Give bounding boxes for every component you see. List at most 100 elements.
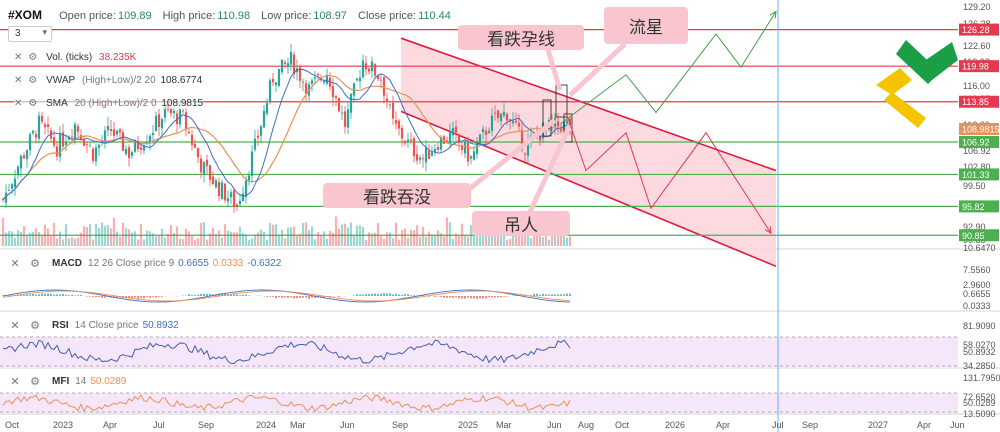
macd-histogram-bar — [497, 296, 499, 298]
mfi-legend[interactable]: ✕ ⚙ MFI 14 50.0289 — [8, 375, 131, 388]
macd-histogram-bar — [380, 293, 382, 296]
macd-histogram-bar — [227, 294, 229, 296]
macd-histogram-bar — [236, 294, 238, 296]
bearish-projection-path — [565, 112, 772, 234]
volume-bar — [73, 238, 77, 246]
macd-histogram-bar — [383, 293, 385, 296]
candle-body — [520, 129, 524, 151]
candle-body — [397, 120, 401, 129]
volume-bar — [94, 223, 98, 246]
price-tag-label: 106.92 — [962, 137, 990, 147]
macd-histogram-bar — [158, 296, 160, 297]
macd-legend[interactable]: ✕ ⚙ MACD 12 26 Close price 9 0.6655 0.033… — [8, 257, 285, 270]
volume-bar — [460, 223, 464, 246]
gear-icon[interactable]: ⚙ — [28, 52, 38, 63]
candle-body — [244, 180, 248, 197]
volume-bar — [130, 232, 134, 246]
volume-bar — [7, 231, 11, 246]
time-axis-label: 2024 — [256, 420, 276, 430]
time-axis-label: Apr — [103, 420, 117, 430]
candle-body — [262, 110, 266, 128]
macd-histogram-bar — [65, 294, 67, 296]
macd-axis-label: 7.5560 — [963, 265, 991, 275]
timeframe-select[interactable]: 3 ▾ — [8, 26, 52, 42]
time-axis-label: Jul — [772, 420, 784, 430]
mfi-axis-label: 13.5090 — [963, 409, 996, 419]
price-tag — [959, 23, 999, 36]
volume-bar — [220, 237, 224, 246]
volume-bar — [223, 224, 227, 246]
volume-bar — [145, 230, 149, 246]
time-axis-label: 2025 — [458, 420, 478, 430]
volume-bar — [34, 228, 38, 246]
rsi-axis-label: 81.9090 — [963, 321, 996, 331]
candle-body — [349, 93, 353, 113]
candle-body — [283, 62, 287, 64]
price-tag — [959, 135, 999, 148]
gear-icon[interactable]: ⚙ — [30, 320, 40, 332]
candle-body — [25, 150, 29, 160]
macd-histogram-bar — [221, 293, 223, 296]
volume-bar — [520, 226, 524, 246]
candle-body — [364, 63, 368, 70]
gear-icon[interactable]: ⚙ — [30, 376, 40, 388]
close-icon[interactable]: ✕ — [10, 258, 20, 270]
candle-body — [133, 139, 137, 152]
sma-overlay-legend[interactable]: ✕ ⚙ SMA 20 (High+Low)/2 0 108.9815 — [14, 98, 204, 109]
candle-body — [403, 140, 407, 144]
hanging-man-callout: 吊人 — [472, 211, 570, 236]
macd-histogram-bar — [155, 296, 157, 298]
macd-histogram-bar — [89, 296, 91, 297]
candle-body — [7, 190, 11, 191]
shooting-star-pointer — [568, 42, 627, 97]
gear-icon[interactable]: ⚙ — [28, 75, 38, 86]
mfi-axis-label: 50.0289 — [963, 398, 996, 408]
volume-bar — [340, 224, 344, 246]
macd-axis-label: 2.9600 — [963, 280, 991, 290]
price-tag-label: 126.28 — [962, 25, 990, 35]
volume-bar — [52, 222, 56, 246]
macd-histogram-bar — [77, 295, 79, 296]
close-icon[interactable]: ✕ — [10, 376, 20, 388]
macd-histogram-bar — [488, 296, 490, 297]
gear-icon[interactable]: ⚙ — [28, 98, 38, 109]
candle-body — [373, 64, 377, 76]
symbol-label[interactable]: #XOM — [8, 8, 43, 22]
close-icon[interactable]: ✕ — [14, 98, 23, 109]
volume-bar — [484, 229, 488, 246]
volume-bar — [217, 230, 221, 246]
close-icon[interactable]: ✕ — [10, 320, 20, 332]
macd-histogram-bar — [26, 293, 28, 296]
candle-body — [124, 148, 128, 155]
volume-bar — [58, 231, 62, 246]
volume-bar — [364, 239, 368, 246]
macd-histogram-bar — [533, 293, 535, 296]
macd-histogram-bar — [296, 296, 298, 299]
candle-body — [301, 81, 305, 83]
candle-body — [406, 139, 410, 142]
volume-bar — [358, 225, 362, 246]
candle-body — [412, 138, 416, 157]
gear-icon[interactable]: ⚙ — [30, 258, 40, 270]
macd-histogram-bar — [239, 295, 241, 296]
volume-bar — [445, 217, 449, 246]
macd-histogram-bar — [314, 296, 316, 299]
volume-bar — [253, 234, 257, 246]
rsi-legend[interactable]: ✕ ⚙ RSI 14 Close price 50.8932 — [8, 319, 183, 332]
candle-body — [565, 120, 569, 124]
time-axis-label: 2027 — [868, 420, 888, 430]
vol-overlay-legend[interactable]: ✕ ⚙ Vol. (ticks) 38.235K — [14, 52, 137, 63]
time-axis-label: Jul — [153, 420, 165, 430]
macd-histogram-bar — [35, 294, 37, 296]
close-icon[interactable]: ✕ — [14, 52, 23, 63]
rsi-axis-label: 34.2850 — [963, 361, 996, 371]
candle-body — [292, 54, 296, 75]
candle-body — [40, 115, 44, 122]
time-axis-label: Apr — [917, 420, 931, 430]
candle-body — [478, 134, 482, 145]
macd-histogram-bar — [269, 296, 271, 297]
close-icon[interactable]: ✕ — [14, 75, 23, 86]
macd-histogram-bar — [359, 294, 361, 296]
vwap-overlay-legend[interactable]: ✕ ⚙ VWAP (High+Low)/2 20 108.6774 — [14, 75, 203, 86]
